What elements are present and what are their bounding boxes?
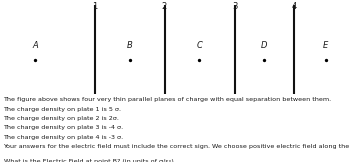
Text: 1: 1 — [92, 2, 97, 11]
Text: C: C — [197, 41, 202, 50]
Text: The figure above shows four very thin parallel planes of charge with equal separ: The figure above shows four very thin pa… — [4, 97, 332, 102]
Text: The charge density on plate 3 is -4 σ.: The charge density on plate 3 is -4 σ. — [4, 125, 124, 130]
Text: The charge density on plate 4 is -3 σ.: The charge density on plate 4 is -3 σ. — [4, 135, 124, 140]
Text: A: A — [32, 41, 38, 50]
Text: 4: 4 — [291, 2, 297, 11]
Text: The charge density on plate 1 is 5 σ.: The charge density on plate 1 is 5 σ. — [4, 107, 121, 112]
Text: E: E — [323, 41, 328, 50]
Text: B: B — [127, 41, 132, 50]
Text: The charge density on plate 2 is 2σ.: The charge density on plate 2 is 2σ. — [4, 116, 119, 121]
Text: D: D — [261, 41, 267, 50]
Text: What is the Electric Field at point B? (in units of σ/ε₀): What is the Electric Field at point B? (… — [4, 159, 173, 162]
Text: 3: 3 — [232, 2, 237, 11]
Text: Your answers for the electric field must include the correct sign. We choose pos: Your answers for the electric field must… — [4, 144, 350, 149]
Text: 2: 2 — [162, 2, 167, 11]
